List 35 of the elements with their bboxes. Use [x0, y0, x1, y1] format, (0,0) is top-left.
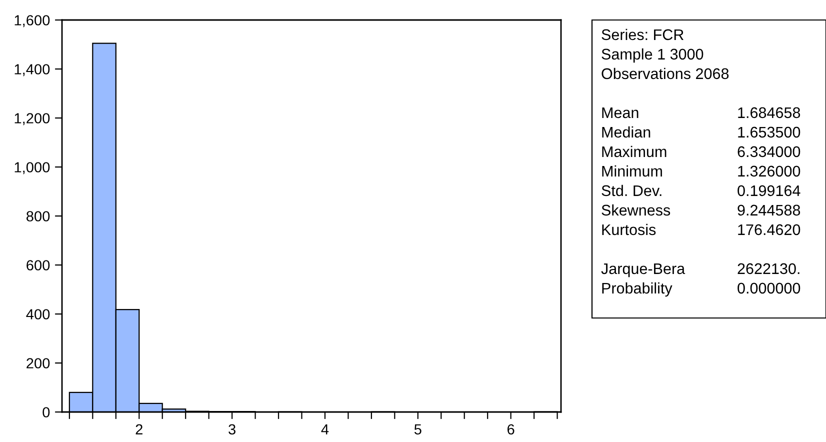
y-tick-label: 800	[26, 211, 50, 222]
text: 176.4620	[738, 224, 800, 236]
y-tick-label: 0	[42, 407, 50, 418]
y-tick-label: 400	[26, 309, 50, 320]
text: 1.653500	[738, 126, 800, 138]
y-tick-label: 1,200	[14, 113, 50, 126]
text: Series: FCR	[602, 28, 684, 40]
text: Kurtosis	[602, 224, 656, 236]
text: 1.684658	[738, 107, 800, 118]
text: 2622130.	[738, 263, 800, 274]
y-tick-label: 200	[26, 358, 50, 368]
text: Skewness	[602, 204, 670, 216]
text: 0.000000	[738, 282, 800, 294]
text: 0.199164	[738, 185, 800, 196]
y-tick-label: 1,400	[14, 64, 50, 76]
text: Probability	[602, 282, 672, 297]
text: Maximum	[602, 146, 666, 158]
x-tick-label: 3	[228, 424, 236, 435]
text: Mean	[602, 107, 638, 118]
text: Jarque-Bera	[601, 263, 686, 278]
x-tick-label: 2	[136, 424, 142, 434]
text: 6.334000	[738, 146, 800, 158]
text: Median	[602, 126, 650, 138]
text: Std. Dev.	[602, 184, 662, 196]
x-tick-label: 6	[508, 424, 514, 435]
y-tick-label: 1,000	[14, 162, 50, 174]
x-tick-label: 4	[321, 424, 329, 434]
text: Minimum	[602, 165, 662, 177]
text: Observations 2068	[602, 68, 729, 80]
text: 1.326000	[738, 166, 800, 177]
y-tick-label: 600	[26, 260, 50, 270]
x-tick-label: 5	[414, 424, 422, 435]
y-tick-label: 1,600	[14, 15, 50, 28]
text: Sample 1 3000	[602, 48, 704, 63]
text: 9.244588	[738, 204, 800, 216]
